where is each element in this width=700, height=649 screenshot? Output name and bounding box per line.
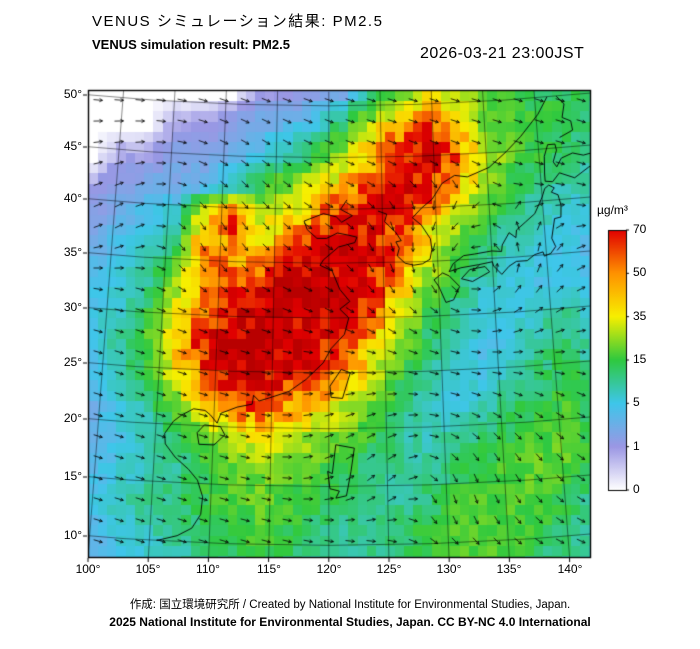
- page-title-japanese: VENUS シミュレーション結果: PM2.5: [92, 13, 384, 30]
- y-tick-label: 30°: [63, 300, 82, 314]
- x-tick-label: 140°: [557, 562, 583, 576]
- x-tick-label: 110°: [196, 562, 220, 576]
- attribution-line: 作成: 国立環境研究所 / Created by National Instit…: [129, 599, 571, 611]
- y-tick-label: 35°: [63, 245, 82, 259]
- colorbar-unit-label: µg/m³: [597, 203, 628, 217]
- y-tick-label: 20°: [63, 411, 82, 425]
- timestamp: 2026-03-21 23:00JST: [420, 45, 585, 62]
- colorbar-tick-label: 15: [633, 352, 647, 366]
- x-tick-label: 135°: [496, 562, 522, 576]
- y-tick-label: 10°: [63, 528, 82, 542]
- y-tick-label: 45°: [63, 139, 82, 153]
- y-tick-label: 40°: [63, 191, 82, 205]
- y-tick-label: 50°: [63, 87, 82, 101]
- x-tick-label: 130°: [436, 562, 462, 576]
- colorbar-tick-label: 5: [633, 395, 640, 409]
- colorbar-tick-label: 50: [633, 265, 647, 279]
- colorbar-tick-label: 70: [633, 222, 647, 236]
- colorbar-tick-label: 35: [633, 309, 647, 323]
- copyright-line: 2025 National Institute for Environmenta…: [109, 615, 591, 629]
- x-tick-label: 105°: [135, 562, 161, 576]
- x-tick-label: 120°: [316, 562, 342, 576]
- x-tick-label: 115°: [257, 562, 281, 576]
- page-title-english: VENUS simulation result: PM2.5: [92, 37, 290, 52]
- colorbar-tick-label: 0: [633, 482, 640, 496]
- y-tick-label: 25°: [63, 355, 82, 369]
- y-tick-label: 15°: [63, 469, 82, 483]
- x-tick-label: 100°: [75, 562, 101, 576]
- x-tick-label: 125°: [376, 562, 402, 576]
- colorbar-tick-label: 1: [633, 439, 640, 453]
